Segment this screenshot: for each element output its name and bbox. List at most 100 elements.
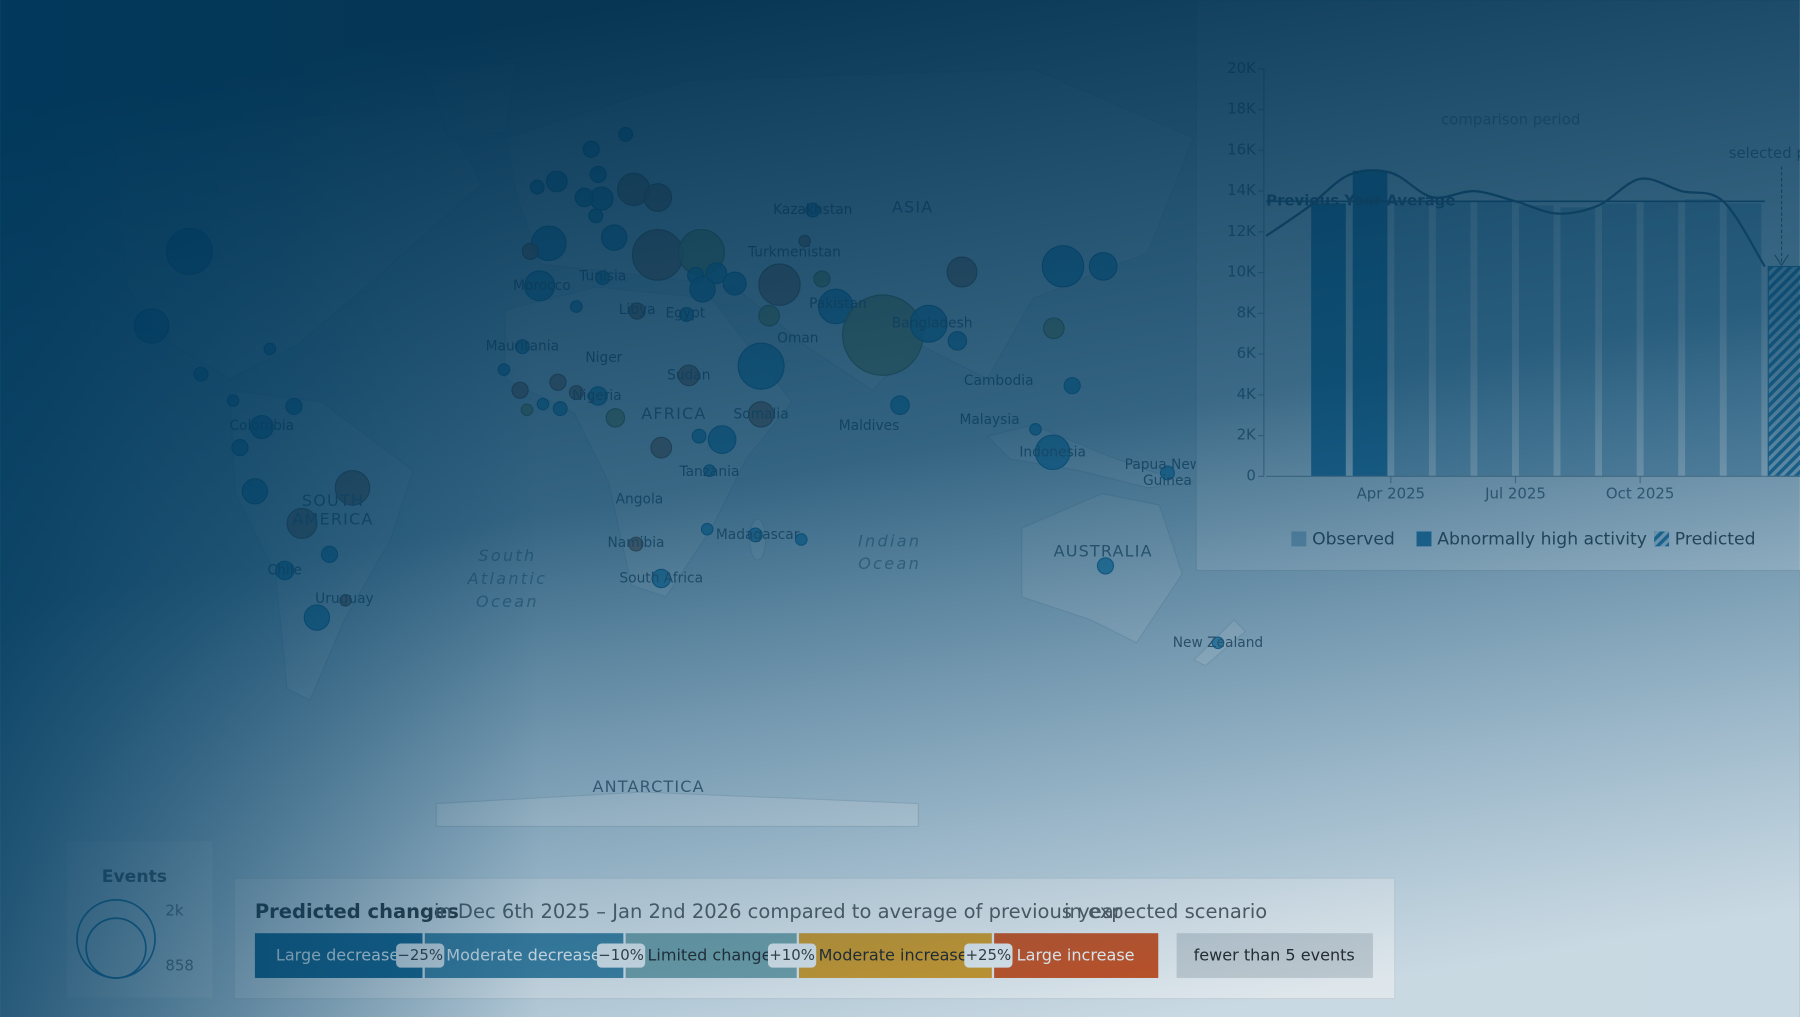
y-tick-label: 12K — [1227, 222, 1257, 240]
map-label: Oman — [777, 331, 818, 347]
map-label: Chile — [268, 562, 302, 578]
event-bubble — [758, 263, 801, 306]
event-bubble — [241, 478, 269, 505]
ocean-label: Atlantic — [467, 569, 548, 588]
map-label: Tunisia — [578, 269, 626, 285]
map-label: Kazakhstan — [773, 202, 852, 218]
annotation: comparison period — [1441, 111, 1580, 129]
map-label: Uruguay — [315, 591, 374, 607]
map-label: New Zealand — [1173, 635, 1263, 651]
changes-legend: Predicted changes in Dec 6th 2025 – Jan … — [233, 877, 1396, 1000]
event-bubble — [946, 256, 978, 288]
event-bubble — [643, 183, 673, 212]
changes-scenario: in expected scenario — [1064, 900, 1267, 923]
event-bubble — [226, 394, 240, 407]
events-legend: Events 2k 858 — [66, 841, 213, 998]
event-bubble — [303, 604, 331, 631]
y-tick-label: 18K — [1227, 100, 1257, 118]
y-tick-label: 2K — [1237, 426, 1257, 444]
map-label: Angola — [616, 491, 664, 507]
annotation: selected period — [1729, 144, 1800, 162]
change-label: Large increase — [1017, 946, 1135, 965]
change-label: Limited change — [647, 946, 771, 965]
map-label: South Africa — [619, 571, 703, 587]
event-bubble — [133, 308, 170, 344]
event-bubble — [813, 270, 831, 288]
ocean-label: Ocean — [476, 592, 539, 611]
map-label: Indonesia — [1019, 444, 1086, 460]
map-label: Colombia — [229, 418, 294, 434]
event-bubble — [520, 403, 534, 417]
bar — [1767, 265, 1800, 477]
map-label: Cambodia — [964, 373, 1034, 389]
y-tick-label: 16K — [1227, 140, 1257, 158]
event-bubble — [588, 208, 604, 224]
y-tick-label: 20K — [1227, 59, 1257, 77]
event-bubble — [890, 395, 910, 415]
events-legend-title: Events — [102, 867, 167, 887]
event-bubble — [521, 242, 539, 260]
event-bubble — [545, 170, 568, 193]
map-label: AUSTRALIA — [1054, 542, 1153, 561]
event-bubble — [737, 342, 785, 390]
bar — [1685, 199, 1720, 477]
event-bubble — [1029, 422, 1042, 436]
bar — [1435, 201, 1471, 477]
map-label: Mauritania — [486, 339, 559, 355]
x-tick-label: Jul 2025 — [1484, 485, 1546, 503]
map-label: Sudan — [667, 367, 710, 383]
ocean-label: Indian — [858, 531, 921, 550]
y-tick-label: 8K — [1237, 303, 1257, 321]
event-bubble — [589, 165, 607, 184]
map-label: Tanzania — [678, 464, 739, 480]
map-label: Morocco — [513, 278, 571, 294]
map-label: SOUTH — [302, 491, 364, 510]
y-tick-label: 10K — [1227, 263, 1257, 281]
y-tick-label: 4K — [1237, 385, 1257, 403]
event-bubble — [650, 436, 673, 459]
x-tick-label: Apr 2025 — [1357, 485, 1425, 503]
map-label: Namibia — [608, 535, 665, 551]
event-bubble — [1088, 251, 1118, 281]
event-bubble — [552, 401, 568, 417]
change-label: Moderate decrease — [446, 946, 601, 965]
legend-swatch — [1291, 531, 1307, 547]
event-bubble — [231, 439, 249, 457]
bar — [1602, 203, 1637, 477]
legend-swatch — [1654, 531, 1670, 547]
map-label: Egypt — [665, 305, 705, 321]
event-bubble — [1041, 245, 1085, 288]
size-label: 858 — [165, 956, 193, 974]
legend-label: Abnormally high activity — [1437, 529, 1647, 549]
event-bubble — [1042, 317, 1065, 340]
event-bubble — [600, 224, 628, 251]
changes-title: Predicted changes — [255, 900, 459, 923]
event-bubble — [569, 300, 583, 313]
threshold-label: −10% — [598, 946, 644, 964]
change-label: Moderate increase — [819, 946, 968, 965]
bar — [1518, 205, 1554, 477]
map-label: Somalia — [734, 406, 789, 422]
event-bubble — [285, 397, 303, 415]
event-bubble — [536, 397, 550, 411]
legend-label: Predicted — [1675, 529, 1756, 549]
bar — [1352, 170, 1388, 477]
bar — [1311, 203, 1346, 477]
y-tick-label: 14K — [1227, 181, 1257, 199]
bar — [1560, 207, 1596, 477]
event-bubble — [165, 227, 214, 275]
event-bubble — [947, 331, 968, 351]
map-label: AMERICA — [292, 509, 373, 528]
legend-swatch — [1416, 531, 1432, 547]
size-label: 2k — [165, 901, 183, 919]
map-label: Bangladesh — [892, 316, 973, 332]
event-bubble — [722, 271, 747, 296]
bar — [1726, 203, 1762, 477]
map-label: Malaysia — [959, 412, 1019, 428]
map-label: AFRICA — [641, 404, 706, 423]
bar — [1643, 201, 1679, 477]
map-label: ASIA — [892, 197, 933, 216]
bar — [1477, 201, 1513, 477]
map-label: Maldives — [839, 418, 900, 434]
